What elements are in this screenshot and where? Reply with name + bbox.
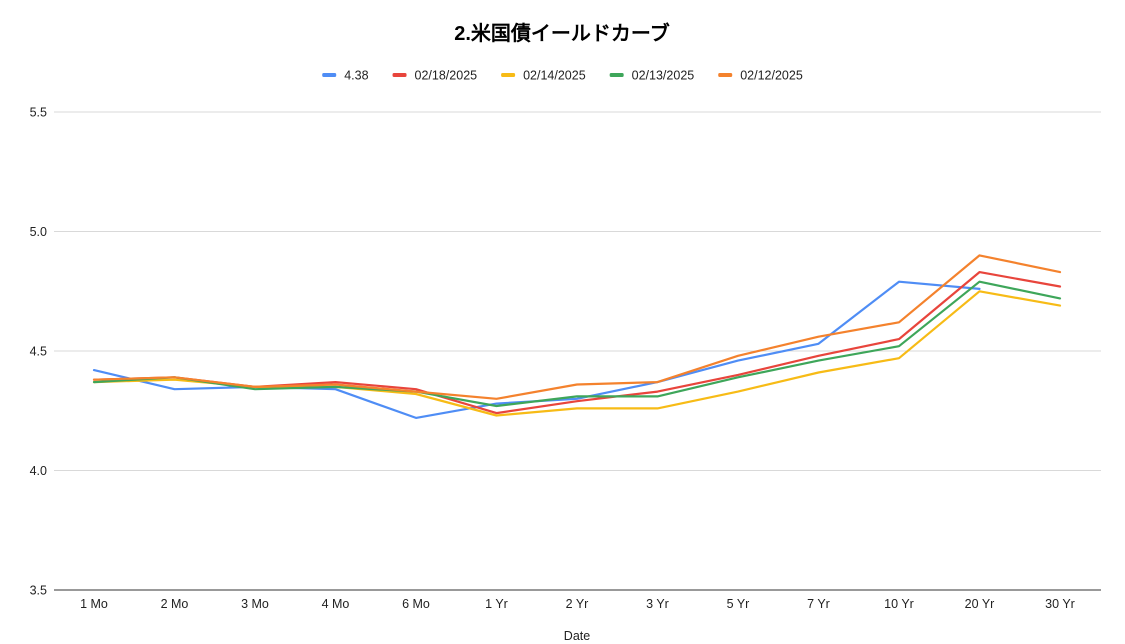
x-tick-label: 3 Mo <box>241 597 269 611</box>
legend-item[interactable]: 02/13/2025 <box>609 69 695 83</box>
legend-label: 02/13/2025 <box>632 69 695 83</box>
x-tick-label: 2 Mo <box>161 597 189 611</box>
legend-swatch <box>322 73 337 77</box>
x-tick-label: 20 Yr <box>965 597 995 611</box>
y-tick-label: 3.5 <box>30 584 47 598</box>
series-line-1 <box>92 271 1062 415</box>
legend-swatch <box>609 73 624 77</box>
x-axis-title: Date <box>564 629 590 643</box>
legend-swatch <box>718 73 733 77</box>
x-axis: 1 Mo 2 Mo 3 Mo 4 Mo 6 Mo 1 Yr 2 Yr 3 Yr 5 Yr 7 Yr… <box>80 597 1075 611</box>
legend-label: 02/18/2025 <box>415 69 478 83</box>
legend-item[interactable]: 02/18/2025 <box>392 69 478 83</box>
legend-swatch <box>392 73 407 77</box>
x-tick-label: 1 Yr <box>485 597 508 611</box>
y-tick-label: 5.0 <box>30 225 47 239</box>
x-tick-label: 3 Yr <box>646 597 669 611</box>
series-line-4 <box>92 254 1062 400</box>
y-axis: 3.5 4.0 4.5 5.0 5.5 <box>30 106 47 598</box>
gridlines <box>54 111 1101 591</box>
chart-title: 2.米国債イールドカーブ <box>454 21 669 45</box>
series-lines <box>92 254 1062 419</box>
x-tick-label: 30 Yr <box>1045 597 1075 611</box>
legend-label: 4.38 <box>344 69 368 83</box>
legend: 4.38 02/18/2025 02/14/2025 02/13/2025 02/12/… <box>322 69 803 83</box>
x-tick-label: 4 Mo <box>322 597 350 611</box>
x-tick-label: 1 Mo <box>80 597 108 611</box>
y-tick-label: 4.5 <box>30 345 47 359</box>
x-tick-label: 7 Yr <box>807 597 830 611</box>
y-tick-label: 5.5 <box>30 106 47 120</box>
legend-swatch <box>501 73 516 77</box>
legend-item[interactable]: 02/14/2025 <box>501 69 586 83</box>
x-tick-label: 2 Yr <box>566 597 589 611</box>
series-line-3 <box>92 280 1062 408</box>
y-tick-label: 4.0 <box>30 464 47 478</box>
legend-label: 02/14/2025 <box>523 69 586 83</box>
x-tick-label: 5 Yr <box>727 597 750 611</box>
legend-item[interactable]: 4.38 <box>322 69 369 83</box>
x-tick-label: 10 Yr <box>884 597 914 611</box>
legend-item[interactable]: 02/12/2025 <box>718 69 803 83</box>
x-tick-label: 6 Mo <box>402 597 430 611</box>
legend-label: 02/12/2025 <box>740 69 803 83</box>
